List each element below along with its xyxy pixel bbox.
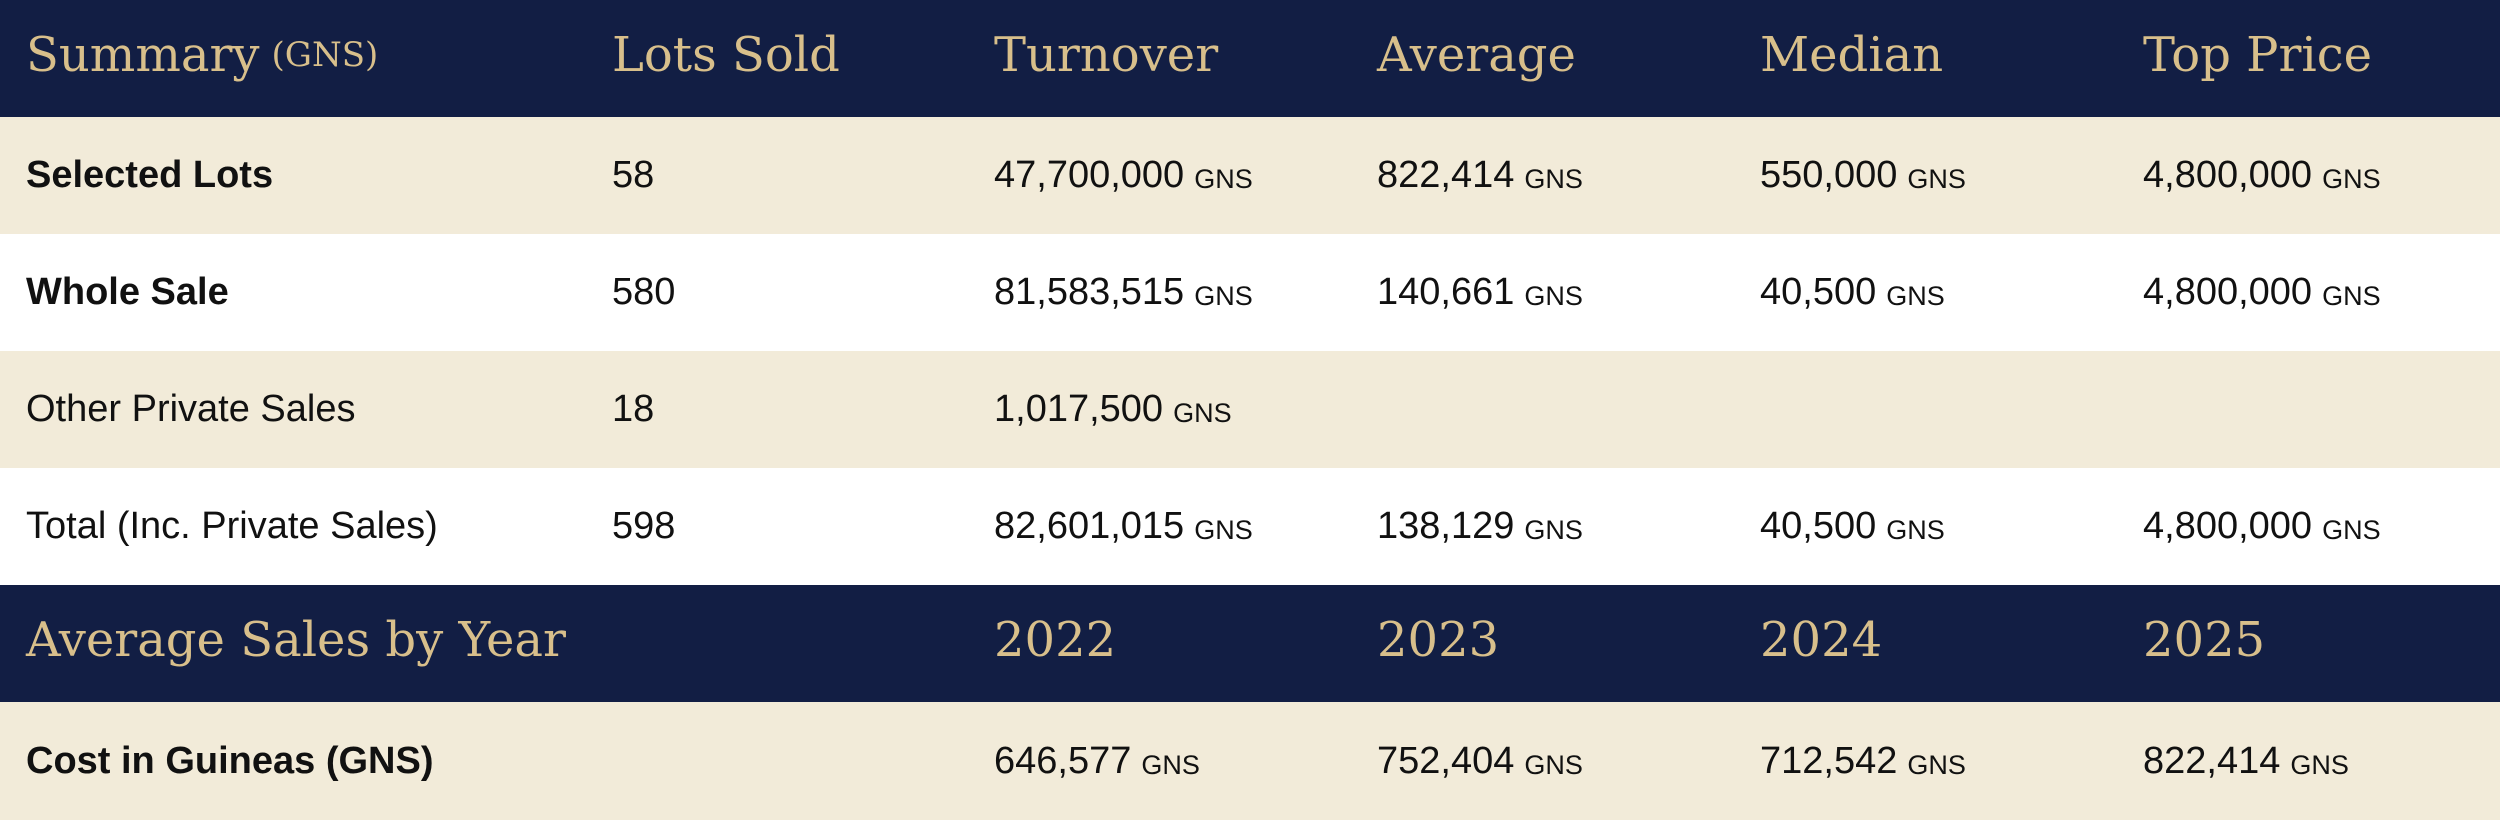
lots-sold-value: 580 [612, 271, 676, 313]
row-label: Cost in Guineas (GNS) [26, 739, 434, 782]
summary-title-text: Summary [26, 26, 260, 83]
turnover-cell: 47,700,000 GNS [994, 117, 1253, 234]
turnover-cell: 82,601,015 GNS [994, 468, 1253, 585]
median-value: 40,500 [1760, 271, 1877, 313]
summary-header-row: Summary (GNS) Lots Sold Turnover Average… [0, 0, 2500, 117]
year-value-cell: 822,414 GNS [2143, 702, 2349, 820]
table-row-total: Total (Inc. Private Sales) 598 82,601,01… [0, 468, 2500, 585]
year-value-cell: 712,542 GNS [1760, 702, 1966, 820]
col-header-median: Median [1760, 26, 1944, 83]
yearly-title: Average Sales by Year [26, 611, 566, 668]
turnover-value: 47,700,000 [994, 154, 1185, 196]
year-value: 752,404 [1377, 739, 1515, 782]
summary-title-unit: (GNS) [271, 34, 379, 75]
median-cell: 40,500 GNS [1760, 234, 1945, 351]
table-row-selected-lots: Selected Lots 58 47,700,000 GNS 822,414 GN… [0, 117, 2500, 234]
year-value-cell: 752,404 GNS [1377, 702, 1583, 820]
table-row-other-private-sales: Other Private Sales 18 1,017,500 GNS [0, 351, 2500, 468]
median-cell: 550,000 GNS [1760, 117, 1966, 234]
turnover-cell: 1,017,500 GNS [994, 351, 1232, 468]
average-value: 138,129 [1377, 505, 1515, 547]
year-value: 712,542 [1760, 739, 1898, 782]
year-header-2022: 2022 [994, 611, 1117, 668]
top-price-cell: 4,800,000 GNS [2143, 117, 2381, 234]
year-header-2024: 2024 [1760, 611, 1883, 668]
col-header-average: Average [1377, 26, 1576, 83]
lots-sold-value: 598 [612, 505, 676, 547]
unit-label: GNS [1194, 281, 1253, 311]
turnover-value: 82,601,015 [994, 505, 1185, 547]
year-value: 822,414 [2143, 739, 2281, 782]
table-row-whole-sale: Whole Sale 580 81,583,515 GNS 140,661 GNS … [0, 234, 2500, 351]
unit-label: GNS [1886, 281, 1945, 311]
unit-label: GNS [1907, 164, 1966, 194]
unit-label: GNS [1173, 398, 1232, 428]
unit-label: GNS [2322, 281, 2381, 311]
top-price-cell: 4,800,000 GNS [2143, 468, 2381, 585]
unit-label: GNS [2322, 515, 2381, 545]
average-value: 140,661 [1377, 271, 1515, 313]
row-label: Selected Lots [26, 154, 274, 196]
year-header-2023: 2023 [1377, 611, 1500, 668]
unit-label: GNS [1524, 749, 1583, 780]
unit-label: GNS [2290, 749, 2349, 780]
turnover-value: 81,583,515 [994, 271, 1185, 313]
unit-label: GNS [1524, 515, 1583, 545]
unit-label: GNS [1194, 164, 1253, 194]
average-cell: 822,414 GNS [1377, 117, 1583, 234]
summary-title: Summary (GNS) [26, 0, 378, 113]
top-price-value: 4,800,000 [2143, 271, 2313, 313]
year-value-cell: 646,577 GNS [994, 702, 1200, 820]
row-label: Total (Inc. Private Sales) [26, 505, 438, 547]
unit-label: GNS [1886, 515, 1945, 545]
col-header-turnover: Turnover [994, 26, 1219, 83]
turnover-value: 1,017,500 [994, 388, 1164, 430]
median-cell: 40,500 GNS [1760, 468, 1945, 585]
top-price-value: 4,800,000 [2143, 154, 2313, 196]
unit-label: GNS [1524, 164, 1583, 194]
year-header-2025: 2025 [2143, 611, 2266, 668]
lots-sold-value: 58 [612, 154, 655, 196]
col-header-lots-sold: Lots Sold [612, 26, 840, 83]
col-header-top-price: Top Price [2143, 26, 2373, 83]
average-value: 822,414 [1377, 154, 1515, 196]
unit-label: GNS [1907, 749, 1966, 780]
median-value: 550,000 [1760, 154, 1898, 196]
turnover-cell: 81,583,515 GNS [994, 234, 1253, 351]
unit-label: GNS [1141, 749, 1200, 780]
top-price-value: 4,800,000 [2143, 505, 2313, 547]
row-label: Whole Sale [26, 271, 229, 313]
year-value: 646,577 [994, 739, 1132, 782]
average-cell: 140,661 GNS [1377, 234, 1583, 351]
top-price-cell: 4,800,000 GNS [2143, 234, 2381, 351]
median-value: 40,500 [1760, 505, 1877, 547]
yearly-header-row: Average Sales by Year 2022 2023 2024 202… [0, 585, 2500, 702]
lots-sold-value: 18 [612, 388, 655, 430]
table-row-cost-in-guineas: Cost in Guineas (GNS) 646,577 GNS 752,404… [0, 702, 2500, 820]
unit-label: GNS [2322, 164, 2381, 194]
row-label: Other Private Sales [26, 388, 356, 430]
average-cell: 138,129 GNS [1377, 468, 1583, 585]
unit-label: GNS [1194, 515, 1253, 545]
unit-label: GNS [1524, 281, 1583, 311]
